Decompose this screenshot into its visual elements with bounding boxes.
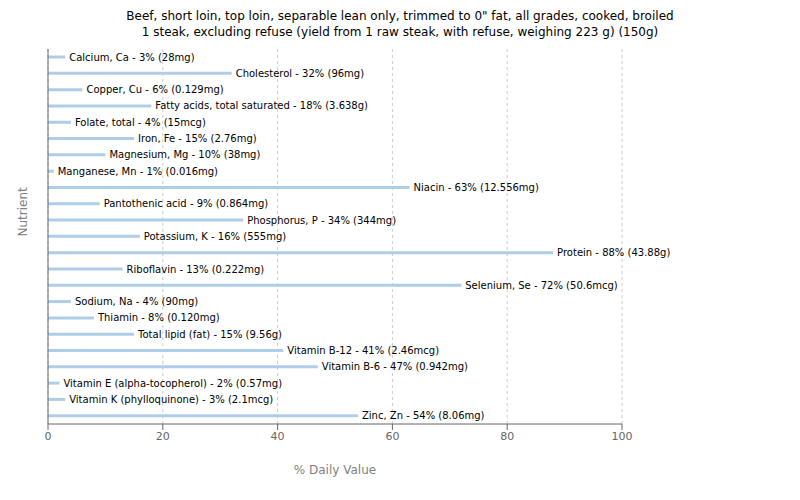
svg-text:Pantothenic acid - 9% (0.864mg: Pantothenic acid - 9% (0.864mg) (104, 198, 269, 209)
svg-text:Thiamin - 8% (0.120mg): Thiamin - 8% (0.120mg) (97, 312, 220, 323)
svg-text:Vitamin B-6 - 47% (0.942mg): Vitamin B-6 - 47% (0.942mg) (322, 361, 468, 372)
svg-text:Vitamin B-12 - 41% (2.46mcg): Vitamin B-12 - 41% (2.46mcg) (287, 345, 439, 356)
svg-text:Zinc, Zn - 54% (8.06mg): Zinc, Zn - 54% (8.06mg) (362, 410, 485, 421)
svg-text:Cholesterol - 32% (96mg): Cholesterol - 32% (96mg) (236, 68, 365, 79)
svg-text:Total lipid (fat) - 15% (9.56g: Total lipid (fat) - 15% (9.56g) (137, 329, 282, 340)
svg-text:40: 40 (271, 430, 285, 443)
svg-text:Magnesium, Mg - 10% (38mg): Magnesium, Mg - 10% (38mg) (109, 149, 260, 160)
svg-text:Fatty acids, total saturated -: Fatty acids, total saturated - 18% (3.63… (155, 100, 368, 111)
svg-text:% Daily Value: % Daily Value (294, 463, 376, 477)
svg-text:80: 80 (500, 430, 514, 443)
svg-text:Copper, Cu - 6% (0.129mg): Copper, Cu - 6% (0.129mg) (86, 84, 223, 95)
svg-text:Iron, Fe - 15% (2.76mg): Iron, Fe - 15% (2.76mg) (138, 133, 257, 144)
svg-text:Protein - 88% (43.88g): Protein - 88% (43.88g) (557, 247, 670, 258)
svg-text:Nutrient: Nutrient (16, 187, 30, 237)
svg-text:60: 60 (385, 430, 399, 443)
svg-text:Calcium, Ca - 3% (28mg): Calcium, Ca - 3% (28mg) (69, 52, 194, 63)
svg-text:Folate, total - 4% (15mcg): Folate, total - 4% (15mcg) (75, 117, 206, 128)
svg-text:Phosphorus, P - 34% (344mg): Phosphorus, P - 34% (344mg) (247, 215, 396, 226)
html-text:1 steak, excluding refuse (yie: 1 steak, excluding refuse (yield from 1 … (141, 25, 659, 39)
svg-text:Niacin - 63% (12.556mg): Niacin - 63% (12.556mg) (414, 182, 539, 193)
svg-text:Selenium, Se - 72% (50.6mcg): Selenium, Se - 72% (50.6mcg) (465, 280, 618, 291)
svg-text:100: 100 (612, 430, 633, 443)
svg-text:Manganese, Mn - 1% (0.016mg): Manganese, Mn - 1% (0.016mg) (58, 166, 218, 177)
svg-text:Vitamin K (phylloquinone) - 3%: Vitamin K (phylloquinone) - 3% (2.1mcg) (69, 394, 273, 405)
html-text:Beef, short loin, top loin, se: Beef, short loin, top loin, separable le… (126, 9, 674, 23)
svg-text:Sodium, Na - 4% (90mg): Sodium, Na - 4% (90mg) (75, 296, 198, 307)
svg-text:0: 0 (45, 430, 52, 443)
svg-text:Potassium, K - 16% (555mg): Potassium, K - 16% (555mg) (144, 231, 286, 242)
svg-text:Riboflavin - 13% (0.222mg): Riboflavin - 13% (0.222mg) (127, 264, 265, 275)
svg-text:Vitamin E (alpha-tocopherol) -: Vitamin E (alpha-tocopherol) - 2% (0.57m… (63, 378, 282, 389)
svg-text:20: 20 (156, 430, 170, 443)
